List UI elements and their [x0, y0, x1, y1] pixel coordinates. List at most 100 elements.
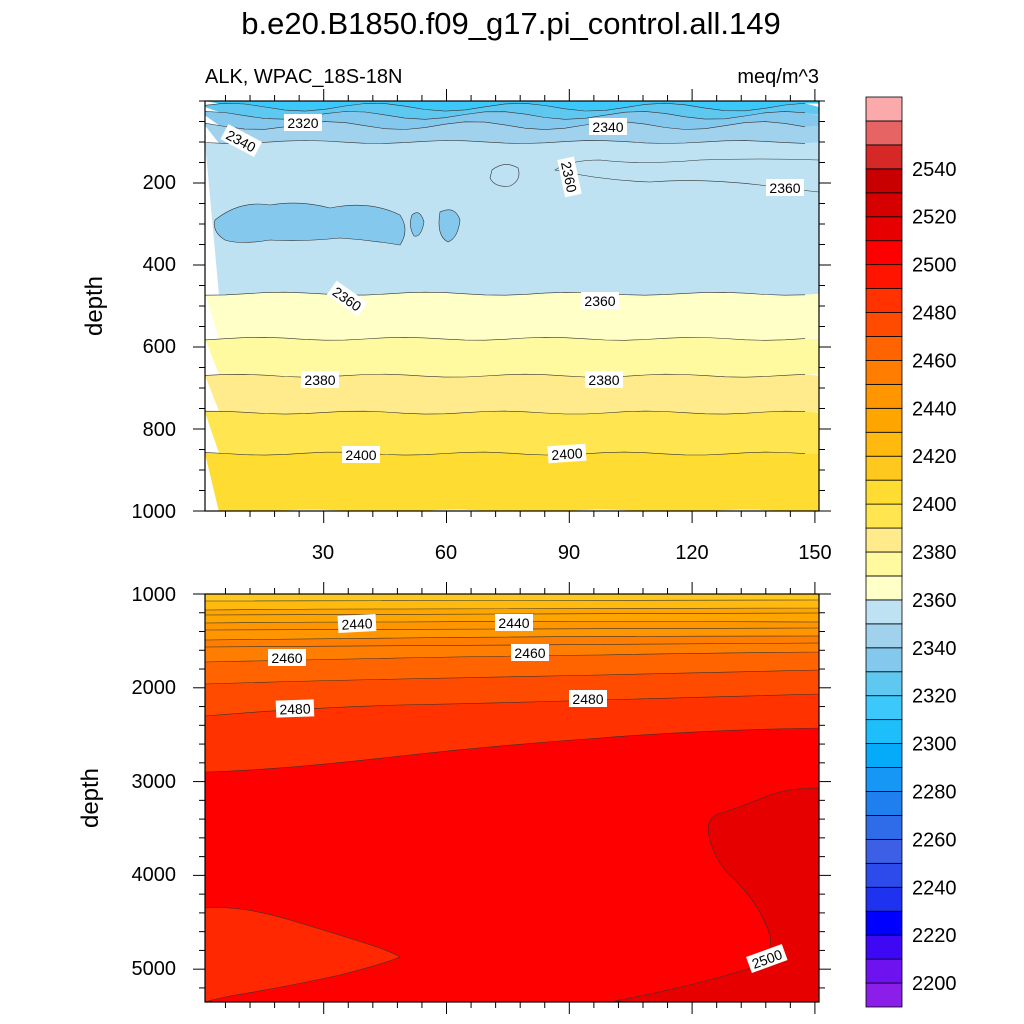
contour-label: 2400 [342, 446, 380, 463]
colorbar-swatch [865, 838, 903, 864]
contour-line [205, 451, 806, 456]
colorbar-swatch [865, 623, 903, 649]
colorbar-tick-label: 2480 [912, 303, 957, 325]
colorbar-swatch [865, 551, 903, 577]
contour-label: 2460 [511, 644, 549, 661]
lower-y-tick-labels: 1000 2000 3000 4000 5000 [132, 584, 177, 980]
colorbar-swatch [865, 695, 903, 721]
contour-band [205, 452, 819, 511]
colorbar-tick-label: 2240 [912, 877, 957, 899]
x-tick-label: 30 [312, 542, 334, 564]
colorbar-swatch [865, 791, 903, 816]
colorbar-swatch [865, 288, 903, 313]
svg-text:2360: 2360 [584, 293, 615, 309]
colorbar-swatch [865, 934, 903, 960]
lower-region-2495-west [205, 907, 401, 1002]
contour-line [205, 373, 806, 378]
contour-band [205, 411, 819, 456]
colorbar-labels: 2200 2220 2240 2260 2280 2300 2320 2340 2360 2380… [912, 159, 957, 995]
colorbar-tick-label: 2320 [912, 686, 957, 708]
svg-text:2360: 2360 [558, 160, 580, 194]
contour-line [205, 291, 806, 296]
upper-patch-2350-west [214, 202, 406, 246]
upper-panel: 2320 2340 2340 2360 2360 2360 2360 2380 … [81, 89, 832, 564]
svg-text:2480: 2480 [279, 700, 311, 717]
colorbar-swatch [865, 671, 903, 697]
y-tick-label: 800 [143, 419, 176, 441]
colorbar-swatch [865, 719, 903, 744]
colorbar-swatch [865, 240, 903, 266]
contour-band [205, 103, 819, 120]
contour-label: 2440 [495, 614, 533, 631]
upper-y-tick-labels: 200 400 600 800 1000 [132, 172, 177, 523]
left-subtitle: ALK, WPAC_18S-18N [205, 66, 403, 88]
svg-text:2400: 2400 [551, 445, 583, 463]
contour-band [205, 337, 819, 378]
lower-axis-ticks [193, 582, 831, 1014]
svg-text:2320: 2320 [287, 115, 318, 131]
contour-label: 2320 [284, 114, 322, 131]
colorbar-tick-label: 2520 [912, 207, 957, 229]
contour-band [205, 101, 819, 112]
y-tick-label: 2000 [132, 677, 177, 699]
lower-panel: 2440 2440 2460 2460 2480 2480 2500 1000 … [77, 582, 831, 1014]
upper-patch-2350-small [410, 212, 425, 237]
upper-plot-fills [205, 101, 819, 511]
colorbar-swatch [865, 982, 903, 1008]
upper-axis-ticks [193, 89, 831, 523]
lower-y-axis-label: depth [77, 768, 104, 828]
colorbar-swatch [865, 192, 903, 218]
contour-line [205, 410, 806, 415]
colorbar-swatch [865, 431, 903, 457]
contour-label: 2440 [337, 614, 377, 633]
colorbar-swatch [865, 862, 903, 888]
main-title: b.e20.B1850.f09_g17.pi_control.all.149 [241, 6, 781, 41]
y-tick-label: 4000 [132, 864, 177, 886]
contour-label: 2380 [301, 371, 339, 388]
lower-plot-frame [204, 593, 820, 1003]
contour-label: 2380 [585, 371, 623, 388]
upper-region-2365-east [554, 158, 819, 193]
colorbar-swatch [865, 144, 903, 170]
y-tick-label: 1000 [132, 584, 177, 606]
colorbar [865, 96, 903, 1008]
colorbar-tick-label: 2440 [912, 398, 957, 420]
contour-band [205, 111, 819, 130]
x-tick-label: 60 [435, 542, 457, 564]
colorbar-swatch [865, 312, 903, 337]
colorbar-swatch [865, 383, 903, 409]
svg-text:2460: 2460 [271, 650, 302, 666]
svg-text:2460: 2460 [514, 645, 545, 661]
svg-text:2440: 2440 [341, 615, 373, 633]
colorbar-tick-label: 2460 [912, 350, 957, 372]
colorbar-swatch [865, 767, 903, 792]
contour-label: 2340 [589, 118, 627, 135]
upper-x-tick-labels: 30 60 90 120 150 [312, 542, 832, 564]
svg-text:2400: 2400 [345, 447, 376, 463]
colorbar-swatch [865, 407, 903, 433]
colorbar-tick-label: 2260 [912, 829, 957, 851]
contour-line [205, 140, 806, 144]
units-subtitle: meq/m^3 [737, 66, 819, 88]
colorbar-swatch [865, 575, 903, 601]
contour-band [205, 121, 819, 144]
x-tick-label: 90 [558, 542, 580, 564]
colorbar-swatch [865, 120, 903, 146]
svg-text:2480: 2480 [572, 691, 603, 707]
colorbar-swatch [865, 264, 903, 289]
colorbar-tick-label: 2340 [912, 638, 957, 660]
colorbar-swatch [865, 503, 903, 529]
colorbar-swatch [865, 360, 903, 385]
colorbar-tick-label: 2400 [912, 494, 957, 516]
y-tick-label: 5000 [132, 958, 177, 980]
svg-text:2380: 2380 [304, 372, 335, 388]
y-tick-label: 400 [143, 254, 176, 276]
contour-label: 2360 [766, 179, 804, 196]
colorbar-swatch [865, 599, 903, 625]
colorbar-swatch [865, 958, 903, 984]
colorbar-swatch [865, 479, 903, 505]
upper-y-axis-label: depth [81, 276, 108, 336]
contour-band [205, 292, 819, 341]
contour-label: 2360 [581, 292, 619, 309]
